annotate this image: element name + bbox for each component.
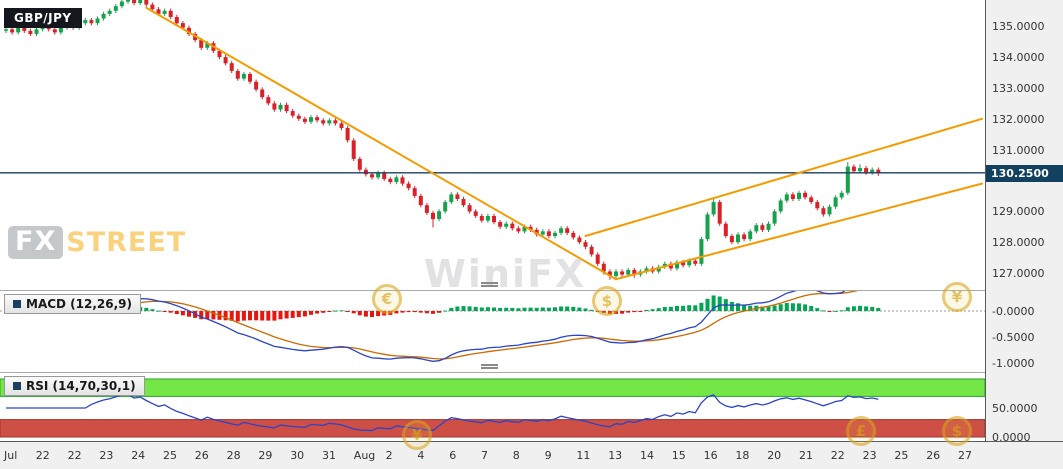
time-axis-label: 7 — [481, 449, 488, 462]
price-axis-label: 127.0000 — [992, 267, 1045, 281]
time-axis-label: 20 — [767, 449, 782, 462]
price-axis-label: 131.0000 — [992, 143, 1045, 157]
time-axis-label: 28 — [226, 449, 241, 462]
current-price-badge: 130.2500 — [986, 164, 1063, 182]
price-axis-label: 134.0000 — [992, 51, 1045, 65]
price-axis-label: 135.0000 — [992, 20, 1045, 34]
rsi-axis-label: 0.0000 — [992, 431, 1031, 444]
price-axis-label: 132.0000 — [992, 112, 1045, 126]
time-axis-label: 2 — [385, 449, 393, 462]
macd-signal-line — [5, 290, 864, 360]
time-axis-label: 6 — [449, 449, 457, 462]
time-axis-label: 16 — [703, 449, 718, 462]
time-axis-label: 27 — [958, 449, 972, 462]
rsi-line — [6, 393, 879, 432]
rsi-axis-label: 50.0000 — [992, 402, 1038, 415]
ascending-channel-upper — [584, 117, 983, 237]
time-axis-label: 11 — [576, 449, 591, 462]
price-axis-label: 128.0000 — [992, 236, 1045, 250]
macd-indicator-header: MACD (12,26,9) — [4, 294, 142, 314]
pane-separator — [0, 290, 985, 291]
macd-chart — [0, 290, 985, 362]
main-chart-pane[interactable] — [0, 0, 985, 290]
candlestick-chart — [0, 0, 985, 281]
indicator-icon — [13, 300, 21, 308]
rsi-oversold-band — [0, 419, 985, 438]
macd-pane[interactable] — [0, 290, 985, 372]
price-axis-label: 129.0000 — [992, 205, 1045, 219]
candlesticks — [4, 0, 881, 280]
time-axis-label: 30 — [290, 449, 305, 462]
macd-axis-label: -0.0000 — [992, 305, 1035, 318]
time-axis-label: 22 — [67, 449, 82, 462]
time-axis-label: 14 — [640, 449, 654, 462]
time-axis-label: 25 — [894, 449, 909, 462]
price-axis[interactable] — [985, 0, 1063, 441]
rsi-indicator-header: RSI (14,70,30,1) — [4, 376, 145, 396]
time-axis-label: 26 — [194, 449, 209, 462]
time-axis-label: 25 — [163, 449, 177, 462]
time-axis-label: 22 — [35, 449, 50, 462]
time-axis-label: Aug — [353, 449, 376, 462]
time-axis-label: 23 — [862, 449, 877, 462]
time-axis-label: 31 — [322, 449, 336, 462]
time-axis-label: 24 — [131, 449, 146, 462]
time-axis-label: 18 — [735, 449, 750, 462]
rsi-overbought-band — [0, 378, 985, 397]
macd-axis-label: -0.5000 — [992, 331, 1035, 344]
time-axis-label: 9 — [544, 449, 552, 462]
rsi-label: RSI (14,70,30,1) — [26, 379, 136, 393]
time-axis-label: 29 — [258, 449, 273, 462]
time-axis-label: 8 — [512, 449, 520, 462]
time-axis-label: Jul — [4, 449, 18, 462]
indicator-icon — [13, 382, 21, 390]
time-axis-label: 22 — [830, 449, 845, 462]
time-axis-label: 26 — [926, 449, 941, 462]
price-axis-label: 133.0000 — [992, 81, 1045, 95]
pane-resize-handle[interactable] — [481, 364, 498, 371]
time-axis-label: 13 — [608, 449, 623, 462]
time-axis[interactable]: Jul 22 22 23 24 25 26 28 29 30 31 Aug 2 4 6 7 8 9 11 13 14 15… — [0, 441, 1063, 469]
macd-axis-label: -1.0000 — [992, 357, 1035, 370]
time-axis-label: 4 — [417, 449, 425, 462]
trendlines — [145, 6, 983, 281]
rsi-pane[interactable] — [0, 372, 985, 441]
time-axis-label: 23 — [99, 449, 114, 462]
pane-resize-handle[interactable] — [481, 282, 498, 289]
macd-label: MACD (12,26,9) — [26, 297, 133, 311]
time-axis-label: 15 — [671, 449, 686, 462]
rsi-chart — [0, 378, 985, 438]
descending-resistance — [145, 6, 617, 281]
symbol-label: GBP/JPY — [4, 8, 82, 28]
ascending-channel-lower — [615, 182, 983, 281]
pane-separator — [0, 372, 985, 373]
macd-line — [5, 290, 848, 362]
time-axis-label: 21 — [799, 449, 813, 462]
